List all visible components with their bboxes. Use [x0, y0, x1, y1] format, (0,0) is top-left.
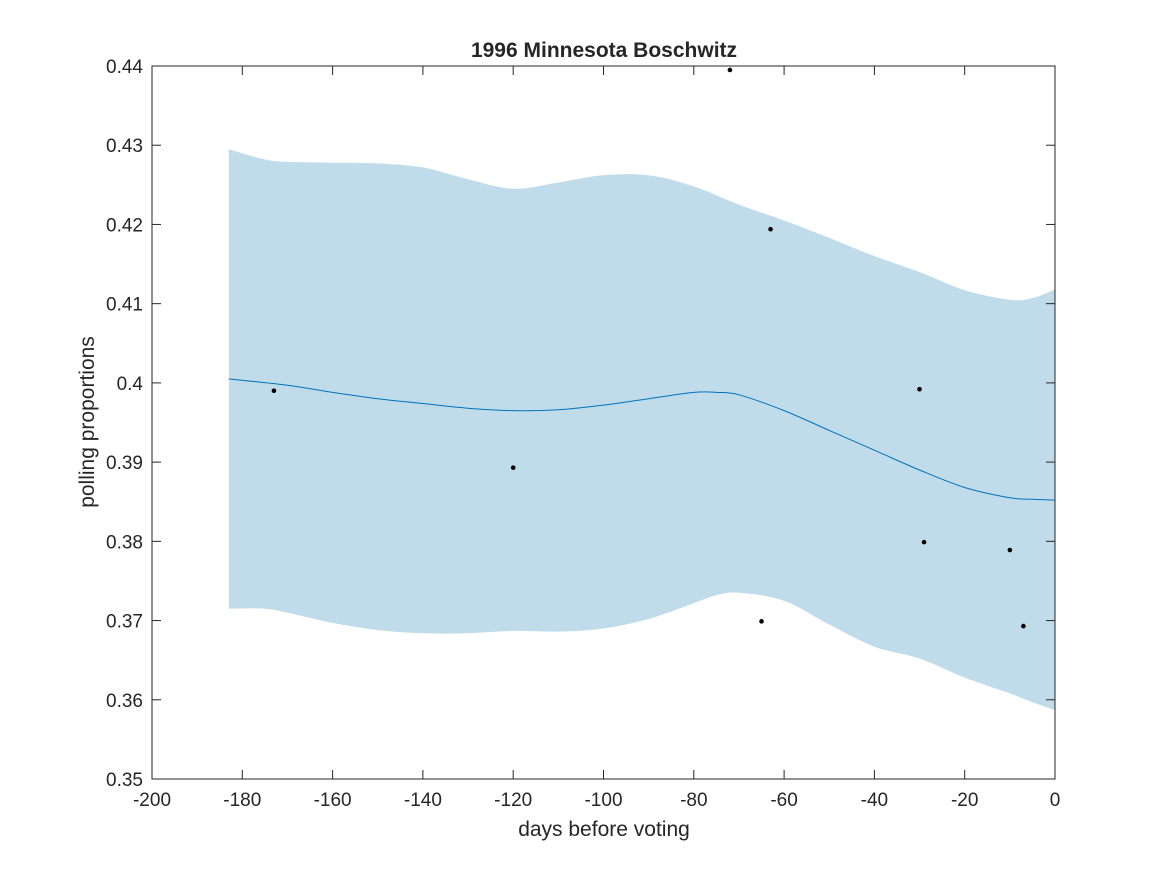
confidence-band [228, 149, 1056, 711]
poll-point [1007, 547, 1013, 553]
x-tick-label: -160 [314, 790, 352, 811]
y-tick-label: 0.4 [117, 374, 144, 395]
x-tick-label: -180 [223, 790, 261, 811]
x-tick-label: -40 [861, 790, 888, 811]
x-tick-label: -200 [133, 790, 171, 811]
poll-point [510, 465, 516, 470]
y-axis-ticks: 0.35 0.36 0.37 0.38 0.39 0.4 0.41 0.42 0.43 0.44 [106, 57, 1055, 791]
y-tick-label: 0.36 [106, 691, 143, 712]
y-tick-label: 0.41 [106, 295, 143, 316]
y-tick-label: 0.38 [106, 532, 143, 553]
x-tick-label: -100 [584, 790, 622, 811]
y-tick-label: 0.44 [106, 57, 143, 78]
x-axis-ticks: -200 -180 -160 -140 -120 -100 -80 -60 -40 -20 0 [133, 66, 1060, 811]
x-tick-label: 0 [1050, 790, 1061, 811]
y-tick-label: 0.39 [106, 453, 143, 474]
poll-point [759, 619, 764, 624]
poll-points [271, 67, 1026, 629]
y-tick-label: 0.43 [106, 136, 143, 157]
poll-point [727, 67, 733, 73]
y-axis-label: polling proportions [76, 336, 99, 508]
poll-point [768, 226, 773, 232]
poll-point [271, 388, 277, 394]
chart-title: 1996 Minnesota Boschwitz [471, 39, 737, 62]
mean-line [228, 378, 1056, 501]
y-tick-label: 0.42 [106, 215, 143, 236]
poll-point [917, 386, 922, 392]
x-tick-label: -140 [404, 790, 442, 811]
x-tick-label: -60 [770, 790, 797, 811]
x-tick-label: -20 [951, 790, 978, 811]
poll-point [921, 539, 927, 545]
poll-point [1021, 623, 1026, 629]
y-tick-label: 0.37 [106, 612, 143, 633]
y-tick-label: 0.35 [106, 770, 143, 791]
x-tick-label: -120 [494, 790, 532, 811]
x-axis-label: days before voting [518, 818, 690, 841]
x-tick-label: -80 [680, 790, 707, 811]
